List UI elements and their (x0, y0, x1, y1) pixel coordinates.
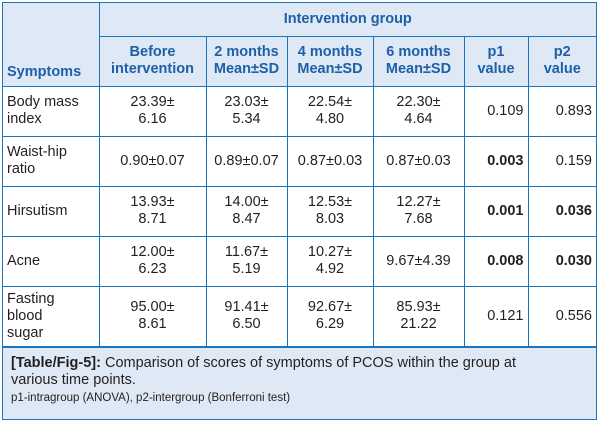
cell-before: 12.00± 6.23 (98, 235, 207, 287)
header-before: Before intervention (99, 35, 207, 87)
caption-line-1: Comparison of scores of symptoms of PCOS… (100, 355, 516, 371)
header-p1: p1 value (463, 35, 529, 87)
symptom-label: Hirsutism (3, 185, 100, 237)
cell-2-months: 23.03± 5.34 (205, 85, 288, 137)
cell-p1: 0.109 (463, 85, 529, 137)
cell-before: 0.90±0.07 (98, 135, 207, 187)
header-p2: p2 value (527, 35, 596, 87)
header-2-months: 2 months Mean±SD (205, 35, 288, 87)
header-symptoms: Symptoms (3, 3, 100, 87)
caption-tag: [Table/Fig-5]: (11, 355, 101, 371)
table-row: Acne 12.00± 6.23 11.67± 5.19 10.27± 4.92 9.… (3, 235, 596, 287)
caption-line-2: various time points. (11, 372, 136, 388)
cell-p2: 0.030 (527, 235, 596, 287)
caption-footnote: p1-intragroup (ANOVA), p2-intergroup (Bo… (11, 392, 291, 404)
cell-p2: 0.159 (527, 135, 596, 187)
cell-4-months: 10.27± 4.92 (286, 235, 374, 287)
symptom-label: Acne (3, 235, 100, 287)
cell-p1: 0.001 (463, 185, 529, 237)
header-row-group: Symptoms Intervention group (3, 3, 596, 87)
cell-before: 95.00± 8.61 (98, 285, 207, 347)
cell-p2: 0.893 (527, 85, 596, 137)
cell-p1: 0.008 (463, 235, 529, 287)
results-table: Symptoms Intervention group Before interv… (3, 3, 596, 347)
cell-p1: 0.003 (463, 135, 529, 187)
cell-p1: 0.121 (463, 285, 529, 347)
header-intervention-group: Intervention group (98, 3, 596, 37)
cell-2-months: 11.67± 5.19 (205, 235, 288, 287)
cell-4-months: 0.87±0.03 (286, 135, 374, 187)
cell-6-months: 0.87±0.03 (372, 135, 465, 187)
cell-before: 23.39± 6.16 (98, 85, 207, 137)
symptom-label: Body mass index (3, 85, 100, 137)
cell-4-months: 22.54± 4.80 (286, 85, 374, 137)
table-row: Body mass index 23.39± 6.16 23.03± 5.34 22.… (3, 85, 596, 137)
header-6-months: 6 months Mean±SD (372, 35, 465, 87)
header-4-months: 4 months Mean±SD (286, 35, 374, 87)
table-caption: [Table/Fig-5]: Comparison of scores of s… (3, 347, 596, 419)
cell-6-months: 12.27± 7.68 (372, 185, 465, 237)
caption-text: [Table/Fig-5]: Comparison of scores of s… (11, 355, 588, 389)
cell-6-months: 85.93± 21.22 (372, 285, 465, 347)
table-row: Waist-hip ratio 0.90±0.07 0.89±0.07 0.87±… (3, 135, 596, 187)
cell-p2: 0.556 (527, 285, 596, 347)
cell-2-months: 91.41± 6.50 (205, 285, 288, 347)
cell-6-months: 9.67±4.39 (372, 235, 465, 287)
cell-before: 13.93± 8.71 (98, 185, 207, 237)
table-row: Hirsutism 13.93± 8.71 14.00± 8.47 12.53± 8.… (3, 185, 596, 237)
header-row-columns: Before intervention 2 months Mean±SD 4 mon… (3, 35, 596, 87)
cell-4-months: 92.67± 6.29 (286, 285, 374, 347)
cell-6-months: 22.30± 4.64 (372, 85, 465, 137)
cell-p2: 0.036 (527, 185, 596, 237)
cell-2-months: 14.00± 8.47 (205, 185, 288, 237)
symptom-label: Fasting blood sugar (3, 285, 100, 347)
cell-4-months: 12.53± 8.03 (286, 185, 374, 237)
table-row: Fasting blood sugar 95.00± 8.61 91.41± 6.50 … (3, 285, 596, 347)
symptom-label: Waist-hip ratio (3, 135, 100, 187)
cell-2-months: 0.89±0.07 (205, 135, 288, 187)
